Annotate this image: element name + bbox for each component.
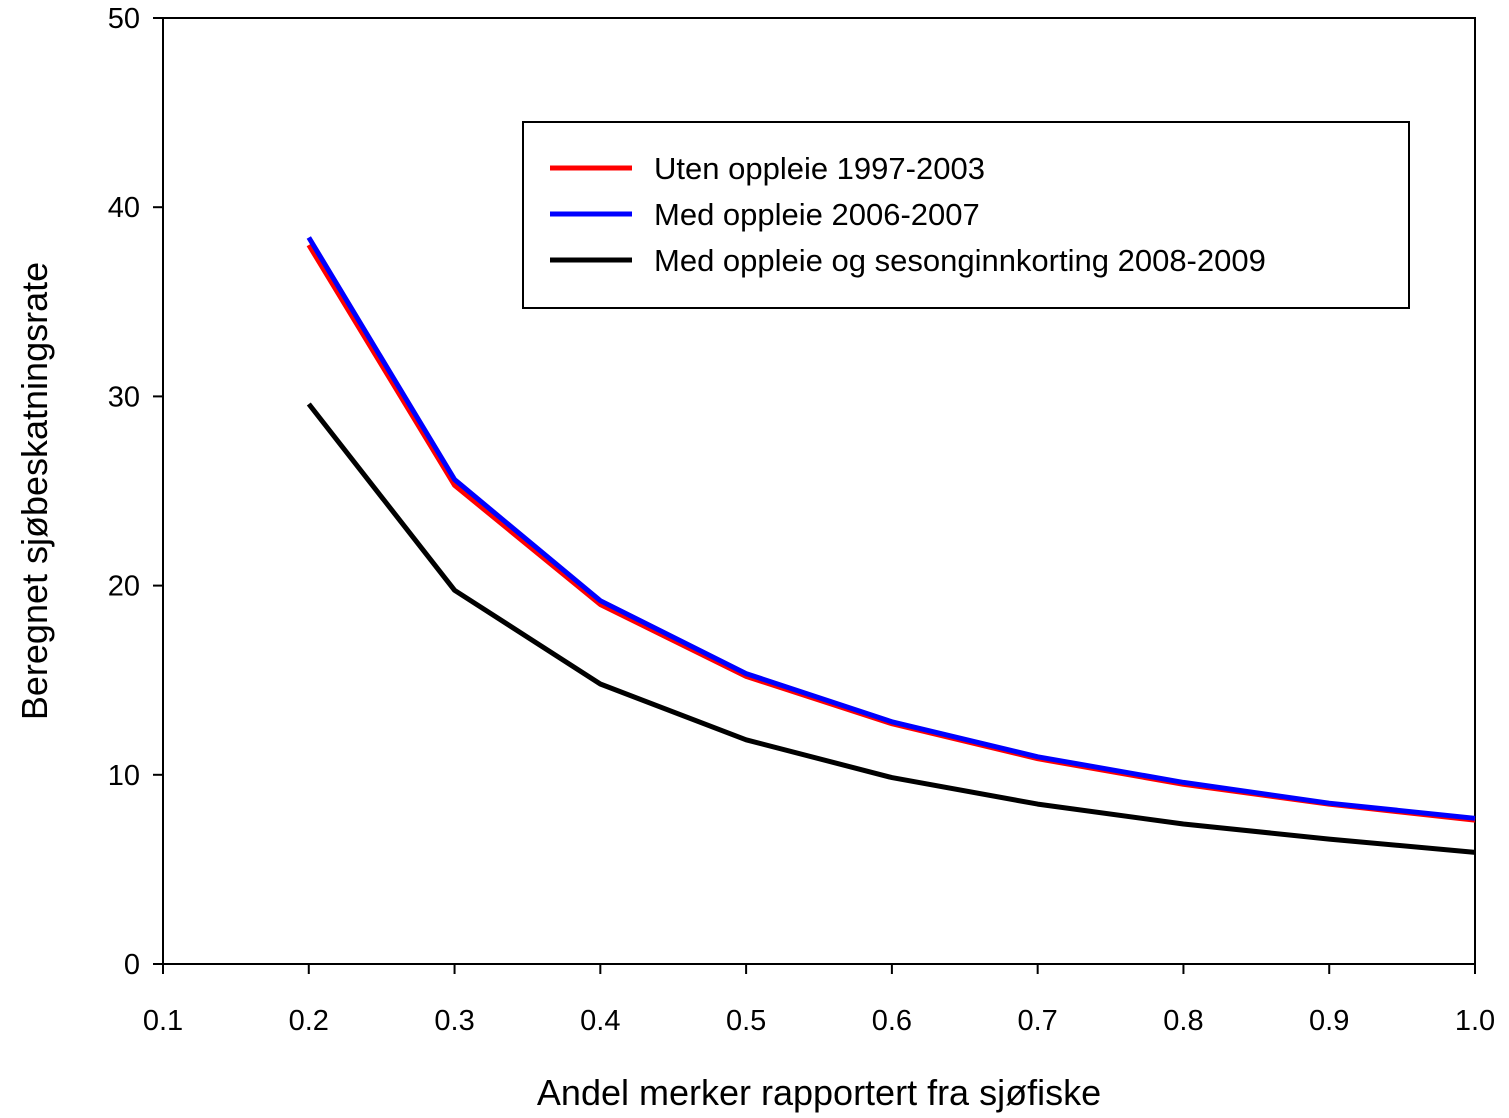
series-line-1 (306, 243, 1476, 823)
y-tick-label: 20 (108, 571, 140, 603)
legend-box (522, 121, 1410, 309)
legend-label: Med oppleie 2006-2007 (654, 197, 980, 232)
series-line-3 (306, 402, 1476, 855)
y-tick-label: 50 (108, 3, 140, 35)
x-axis: 0.1 0.2 0.3 0.4 0.5 0.6 0.7 0.8 0.9 1.0 (143, 964, 1495, 1037)
legend-label: Med oppleie og sesonginnkorting 2008-200… (654, 243, 1266, 278)
x-tick-label: 1.0 (1455, 1005, 1495, 1037)
legend-items: Uten oppleie 1997-2003 Med oppleie 2006-2… (550, 151, 1266, 278)
x-tick-label: 0.5 (726, 1005, 766, 1037)
y-tick-label: 40 (108, 192, 140, 224)
legend: Uten oppleie 1997-2003 Med oppleie 2006-2… (522, 121, 1410, 309)
series-line-2 (306, 236, 1476, 821)
y-axis-title: Beregnet sjøbeskatningsrate (14, 262, 55, 720)
y-tick-label: 30 (108, 381, 140, 413)
x-tick-label: 0.1 (143, 1005, 183, 1037)
x-tick-label: 0.7 (1018, 1005, 1058, 1037)
x-tick-label: 0.9 (1309, 1005, 1349, 1037)
x-tick-label: 0.2 (289, 1005, 329, 1037)
legend-label: Uten oppleie 1997-2003 (654, 151, 985, 186)
plot-frame (162, 17, 1476, 965)
x-tick-label: 0.6 (872, 1005, 912, 1037)
y-axis: 0 10 20 30 40 50 (108, 3, 163, 981)
x-tick-label: 0.8 (1163, 1005, 1203, 1037)
x-tick-label: 0.4 (580, 1005, 620, 1037)
x-axis-title: Andel merker rapportert fra sjøfiske (537, 1072, 1101, 1113)
x-tick-label: 0.3 (434, 1005, 474, 1037)
y-tick-label: 0 (124, 949, 140, 981)
y-tick-label: 10 (108, 760, 140, 792)
series-lines (306, 236, 1476, 855)
